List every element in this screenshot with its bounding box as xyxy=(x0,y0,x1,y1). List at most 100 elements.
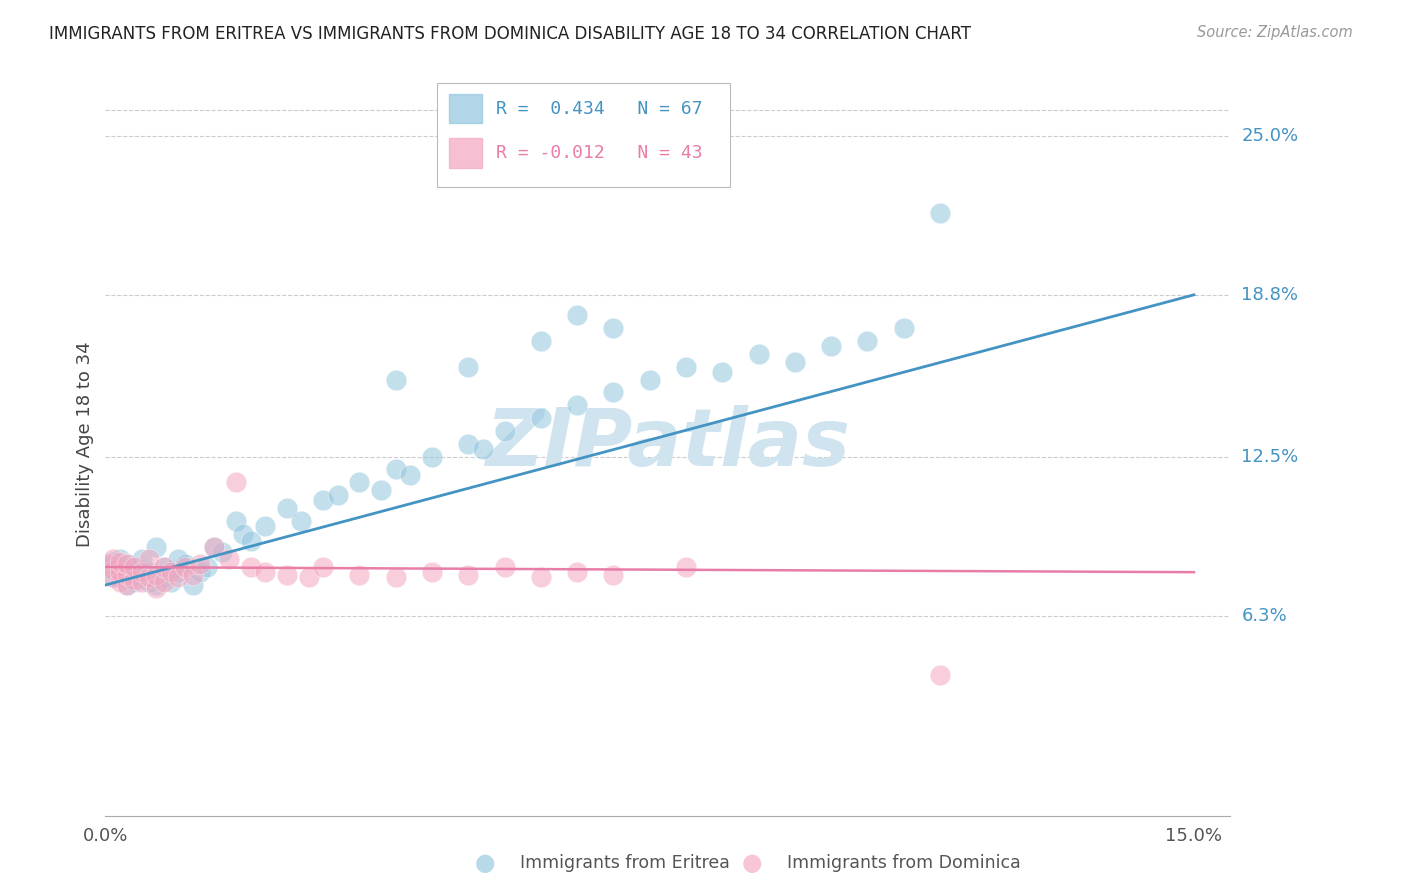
Point xyxy=(820,339,842,353)
Point xyxy=(225,514,247,528)
Point xyxy=(101,560,124,574)
Point xyxy=(276,500,298,515)
Point xyxy=(457,567,479,582)
Point xyxy=(312,560,335,574)
Point xyxy=(195,560,218,574)
Point xyxy=(384,462,406,476)
Point xyxy=(602,385,624,400)
Point xyxy=(124,573,146,587)
Point xyxy=(602,567,624,582)
Point xyxy=(138,575,160,590)
Point xyxy=(188,565,211,579)
Point xyxy=(167,552,190,566)
Point xyxy=(312,493,335,508)
Text: Immigrants from Eritrea: Immigrants from Eritrea xyxy=(520,855,730,872)
Point xyxy=(298,570,321,584)
Point xyxy=(124,567,146,582)
FancyBboxPatch shape xyxy=(437,83,730,186)
Point xyxy=(131,552,153,566)
Point xyxy=(124,560,146,574)
Point xyxy=(145,567,167,582)
Point xyxy=(138,565,160,579)
Point xyxy=(138,570,160,584)
Point xyxy=(98,558,121,572)
Text: R = -0.012   N = 43: R = -0.012 N = 43 xyxy=(496,145,703,162)
Text: ●: ● xyxy=(475,852,495,875)
Text: IMMIGRANTS FROM ERITREA VS IMMIGRANTS FROM DOMINICA DISABILITY AGE 18 TO 34 CORR: IMMIGRANTS FROM ERITREA VS IMMIGRANTS FR… xyxy=(49,25,972,43)
Point xyxy=(159,565,181,579)
Point xyxy=(384,570,406,584)
Point xyxy=(565,565,588,579)
Point xyxy=(565,309,588,323)
Point xyxy=(108,565,131,579)
Point xyxy=(115,558,138,572)
Point xyxy=(108,565,131,579)
Point xyxy=(159,563,181,577)
Point xyxy=(115,578,138,592)
Point xyxy=(602,321,624,335)
Point xyxy=(494,424,516,438)
Point xyxy=(202,540,225,554)
Point xyxy=(929,205,952,219)
Point xyxy=(131,563,153,577)
Point xyxy=(494,560,516,574)
Point xyxy=(748,347,770,361)
Point xyxy=(108,570,131,584)
Point xyxy=(218,552,240,566)
Point xyxy=(152,575,174,590)
Text: R =  0.434   N = 67: R = 0.434 N = 67 xyxy=(496,100,703,118)
Point xyxy=(152,560,174,574)
Point xyxy=(115,567,138,582)
Point xyxy=(675,560,697,574)
Point xyxy=(108,560,131,574)
Point xyxy=(98,560,121,574)
Point xyxy=(131,570,153,584)
Point xyxy=(159,575,181,590)
Point xyxy=(711,365,734,379)
Point xyxy=(457,359,479,374)
Point xyxy=(225,475,247,490)
Y-axis label: Disability Age 18 to 34: Disability Age 18 to 34 xyxy=(76,341,94,547)
Point xyxy=(108,555,131,569)
Point xyxy=(202,540,225,554)
Point xyxy=(145,540,167,554)
Point xyxy=(167,565,190,579)
Point xyxy=(131,565,153,579)
Point xyxy=(138,552,160,566)
Point xyxy=(675,359,697,374)
Point xyxy=(326,488,349,502)
Point xyxy=(254,565,277,579)
Text: 18.8%: 18.8% xyxy=(1241,285,1298,304)
Point xyxy=(211,544,233,558)
Point xyxy=(783,354,806,368)
Point xyxy=(131,575,153,590)
Point xyxy=(101,565,124,579)
Point xyxy=(565,398,588,412)
Point xyxy=(152,570,174,584)
Point xyxy=(124,560,146,574)
Point xyxy=(370,483,392,497)
Point xyxy=(349,567,371,582)
Point xyxy=(530,411,553,425)
Point xyxy=(420,450,443,464)
Point xyxy=(181,578,204,592)
Point xyxy=(101,563,124,577)
Point xyxy=(101,552,124,566)
Point xyxy=(530,570,553,584)
Point xyxy=(181,567,204,582)
Point xyxy=(856,334,879,348)
Point xyxy=(115,558,138,572)
Point xyxy=(101,570,124,584)
Point xyxy=(145,578,167,592)
Point xyxy=(399,467,422,482)
Text: Source: ZipAtlas.com: Source: ZipAtlas.com xyxy=(1197,25,1353,40)
Point xyxy=(101,555,124,569)
Point xyxy=(174,560,197,574)
Point xyxy=(101,570,124,584)
Point xyxy=(239,560,262,574)
Point xyxy=(239,534,262,549)
Text: 12.5%: 12.5% xyxy=(1241,448,1299,466)
Point xyxy=(115,578,138,592)
Point xyxy=(349,475,371,490)
Point xyxy=(174,558,197,572)
